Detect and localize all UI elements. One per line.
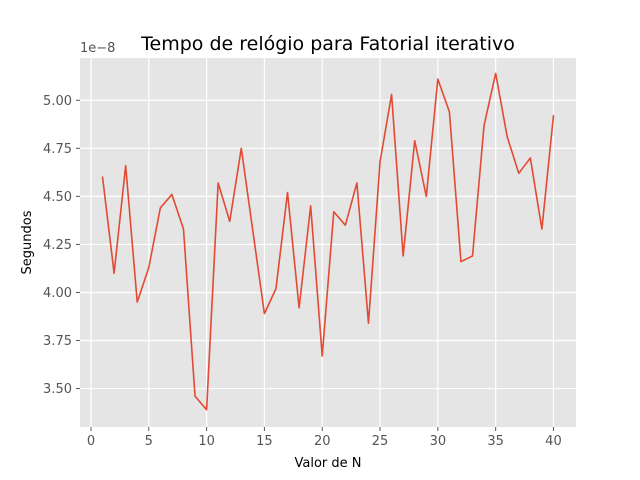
y-tick-label: 4.00 bbox=[43, 286, 72, 301]
y-tick-label: 4.25 bbox=[43, 238, 72, 253]
y-tick-label: 3.75 bbox=[43, 334, 72, 349]
y-tick-label: 5.00 bbox=[43, 94, 72, 109]
y-axis-label: Segundos bbox=[20, 210, 35, 274]
y-axis-offset-label: 1e−8 bbox=[80, 41, 115, 56]
x-tick-label: 30 bbox=[430, 434, 447, 449]
x-tick-label: 5 bbox=[145, 434, 153, 449]
y-tick-label: 3.50 bbox=[43, 382, 72, 397]
x-tick-label: 10 bbox=[198, 434, 215, 449]
y-tick-label: 4.75 bbox=[43, 142, 72, 157]
x-tick-label: 15 bbox=[256, 434, 273, 449]
series-line bbox=[101, 72, 555, 411]
x-tick-label: 35 bbox=[487, 434, 504, 449]
y-tick-label: 4.50 bbox=[43, 190, 72, 205]
x-tick-label: 20 bbox=[314, 434, 331, 449]
series-layer bbox=[101, 72, 555, 411]
x-tick-label: 40 bbox=[545, 434, 562, 449]
x-tick-label: 0 bbox=[87, 434, 95, 449]
x-axis-label: Valor de N bbox=[295, 456, 362, 471]
plot-area bbox=[80, 58, 576, 427]
chart-title: Tempo de relógio para Fatorial iterativo bbox=[140, 33, 515, 55]
x-tick-label: 25 bbox=[372, 434, 389, 449]
ticks: 0 5 10 15 20 25 30 35 40 3.50 3.75 4.00 4.25 4.50 4.75… bbox=[43, 94, 562, 449]
